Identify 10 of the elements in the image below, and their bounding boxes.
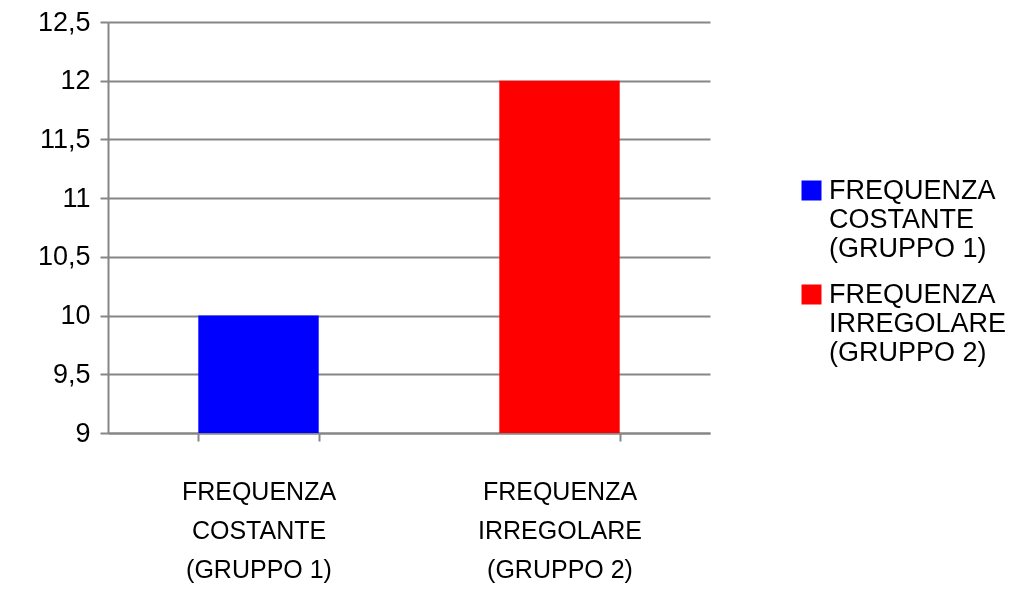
y-tick-label: 10 — [60, 300, 91, 331]
y-tick-label: 11 — [62, 182, 91, 213]
y-tick-label: 11,5 — [39, 123, 91, 154]
y-tick-label: 10,5 — [37, 241, 91, 272]
y-tick-label: 12 — [60, 65, 91, 96]
y-tick-label: 9,5 — [52, 358, 91, 389]
y-tick-label: 12,5 — [37, 6, 91, 37]
legend-label: FREQUENZA IRREGOLARE (GRUPPO 2) — [829, 278, 1007, 367]
y-tick-label: 9 — [75, 417, 91, 448]
legend-label: FREQUENZA COSTANTE (GRUPPO 1) — [829, 174, 996, 263]
